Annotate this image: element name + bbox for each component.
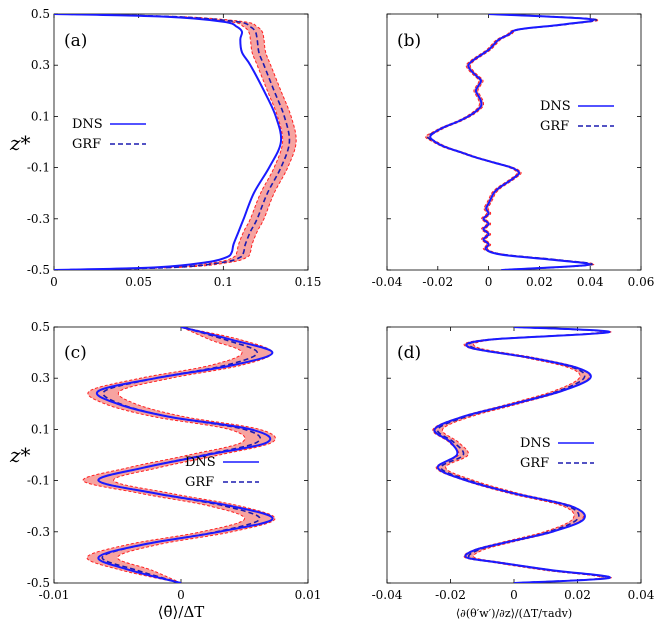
- grf-uncertainty-band: [83, 327, 276, 583]
- x-tick-label: 0: [177, 588, 185, 602]
- y-tick-label: -0.1: [27, 474, 50, 488]
- panel-label: (b): [397, 31, 421, 51]
- panel-b: -0.04 -0.02 0 0.02 0.04 0.06 (b) DNS GRF: [372, 13, 655, 289]
- x-tick-label: 0.02: [564, 588, 591, 602]
- panel-label: (a): [64, 31, 87, 51]
- band-lower-edge: [82, 327, 246, 583]
- y-tick-label: 0.5: [31, 320, 50, 334]
- panel-a: 0 0.05 0.1 0.15 0.5 0.3 0.1 -0.1 -0.3 -0.5 (a) DNS G…: [27, 7, 322, 289]
- panel-c: -0.01 0 0.01 0.5 0.3 0.1 -0.1 -0.3 -0.5 (c) DNS GRF: [27, 320, 322, 602]
- band-lower-edge: [432, 327, 602, 583]
- grf-uncertainty-band: [425, 14, 599, 270]
- y-tick-label: 0.3: [31, 371, 50, 385]
- legend-grf-label: GRF: [520, 456, 549, 471]
- panel-d: -0.04 -0.02 0 0.02 0.04 (d) DNS GRF: [372, 326, 655, 602]
- y-tick-label: -0.5: [27, 576, 50, 590]
- x-axis-label-c: ⟨θ̄⟩/ΔT: [158, 603, 205, 621]
- axes-frame: [53, 13, 309, 271]
- grf-series-line: [54, 14, 291, 270]
- panel-label: (c): [64, 343, 87, 363]
- plot-area: [82, 327, 276, 583]
- x-tick-label: -0.02: [422, 275, 453, 289]
- x-tick-label: -0.04: [372, 588, 403, 602]
- x-tick-label: -0.04: [372, 275, 403, 289]
- y-tick-label: -0.3: [27, 525, 50, 539]
- dns-series-line: [429, 14, 595, 270]
- y-tick-label: -0.1: [27, 161, 50, 175]
- x-tick-label: 0.04: [628, 588, 655, 602]
- band-lower-edge: [425, 14, 595, 270]
- y-tick-label: 0.3: [31, 58, 50, 72]
- y-tick-label: 0.1: [31, 422, 50, 436]
- x-tick-label: -0.02: [435, 588, 466, 602]
- x-tick-label: 0.02: [526, 275, 553, 289]
- x-axis-label-d: ⟨∂(θ′w′)/∂z⟩/(ΔT/τadv): [456, 607, 572, 620]
- axes-frame: [386, 326, 642, 584]
- dns-series-line: [96, 327, 274, 583]
- plot-area: [425, 14, 599, 270]
- legend-dns-label: DNS: [185, 455, 216, 470]
- x-tick-label: 0: [510, 588, 518, 602]
- dns-series-line: [54, 14, 283, 270]
- grf-series-line: [426, 14, 597, 270]
- band-upper-edge: [54, 14, 297, 270]
- plot-area: [432, 327, 612, 583]
- y-axis-label-bottom: z*: [9, 443, 31, 467]
- x-tick-label: 0.15: [295, 275, 322, 289]
- band-upper-edge: [429, 14, 599, 270]
- x-tick-label: 0.01: [295, 588, 322, 602]
- band-lower-edge: [54, 14, 284, 270]
- band-upper-edge: [441, 327, 612, 583]
- x-tick-label: 0.06: [628, 275, 655, 289]
- legend-grf-label: GRF: [540, 119, 569, 134]
- panel-label: (d): [397, 343, 421, 363]
- y-tick-label: -0.3: [27, 212, 50, 226]
- y-tick-label: 0.1: [31, 109, 50, 123]
- y-tick-label: 0.5: [31, 7, 50, 21]
- legend-grf-label: GRF: [185, 475, 214, 490]
- legend-dns-label: DNS: [72, 117, 103, 132]
- dns-series-line: [433, 327, 611, 583]
- legend-dns-label: DNS: [540, 99, 571, 114]
- y-tick-label: -0.5: [27, 263, 50, 277]
- x-tick-label: 0.1: [214, 275, 233, 289]
- x-tick-label: 0.04: [577, 275, 604, 289]
- plot-area: [54, 14, 297, 270]
- legend-dns-label: DNS: [520, 436, 551, 451]
- x-tick-label: 0.05: [125, 275, 152, 289]
- x-tick-label: 0: [50, 275, 58, 289]
- grf-uncertainty-band: [432, 327, 612, 583]
- axes-frame: [53, 326, 309, 584]
- x-tick-label: 0: [485, 275, 493, 289]
- y-axis-label-top: z*: [9, 131, 31, 155]
- band-upper-edge: [113, 327, 276, 583]
- legend-grf-label: GRF: [72, 137, 101, 152]
- grf-series-line: [436, 327, 608, 583]
- axes-frame: [386, 13, 642, 271]
- x-tick-label: -0.01: [39, 588, 70, 602]
